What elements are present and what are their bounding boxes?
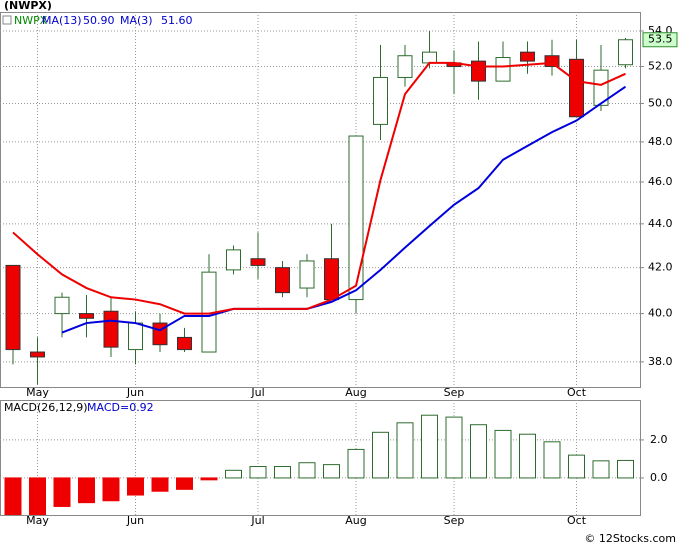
- x-tick-label: Sep: [444, 386, 465, 399]
- x-tick-label: Jul: [250, 386, 264, 399]
- y-tick-label: 0.0: [650, 471, 668, 484]
- x-tick-label: Jul: [250, 514, 264, 527]
- bar: [543, 441, 561, 479]
- y-tick-label: 2.0: [650, 433, 668, 446]
- candle-body: [79, 313, 94, 319]
- legend-name: MA(3): [120, 14, 153, 27]
- y-tick-label: 44.0: [648, 217, 673, 230]
- legend-value: 50.90: [83, 14, 115, 27]
- legend-name: MA(13): [42, 14, 82, 27]
- y-tick-label: 42.0: [648, 261, 673, 274]
- source: © 12Stocks.com: [584, 532, 676, 545]
- candle-body: [30, 351, 45, 358]
- y-tick-label: 40.0: [648, 307, 673, 320]
- candle-body: [177, 336, 192, 351]
- x-tick-label: Aug: [345, 514, 366, 527]
- price-panel: [0, 12, 641, 388]
- candle-body: [5, 264, 21, 351]
- candle-body: [275, 267, 290, 294]
- x-tick-label: Oct: [567, 514, 587, 527]
- bar: [225, 469, 242, 479]
- x-tick-label: May: [26, 514, 49, 527]
- bar: [323, 464, 340, 479]
- bar: [372, 431, 389, 479]
- chart-title: (NWPX): [4, 0, 52, 12]
- last-price: 53.5: [648, 33, 673, 46]
- x-tick-label: Jun: [126, 514, 144, 527]
- ma-line: [12, 61, 626, 315]
- x-tick-label: Oct: [567, 386, 587, 399]
- candle-body: [422, 51, 437, 64]
- panel-title: MACD(26,12,9): [4, 401, 88, 414]
- bar: [494, 429, 512, 479]
- bar: [470, 424, 487, 479]
- candle-body: [54, 296, 70, 315]
- candle-body: [544, 55, 560, 68]
- bar: [151, 477, 169, 492]
- bar: [347, 448, 365, 479]
- candle-body: [373, 76, 388, 125]
- bars: [4, 414, 634, 515]
- bar: [519, 433, 536, 479]
- x-tick-label: Jun: [126, 386, 144, 399]
- candle-body: [128, 322, 143, 351]
- bar: [102, 477, 120, 502]
- x-tick-label: Aug: [345, 386, 366, 399]
- x-tick-label: May: [26, 386, 49, 399]
- y-tick-label: 48.0: [648, 135, 673, 148]
- candle-body: [569, 58, 584, 118]
- candle-body: [618, 39, 633, 66]
- candle-body: [495, 57, 511, 82]
- bar: [200, 477, 218, 481]
- last-price-box: [642, 32, 678, 48]
- bar: [78, 477, 95, 504]
- bar: [4, 477, 22, 515]
- legend-swatch: [2, 15, 12, 25]
- y-tick-label: 50.0: [648, 96, 673, 109]
- bar: [298, 462, 316, 479]
- candle-body: [397, 55, 413, 78]
- bar: [396, 422, 414, 479]
- y-tick-label: 38.0: [648, 355, 673, 368]
- bar: [53, 477, 71, 507]
- bar: [29, 477, 46, 515]
- candle-body: [324, 258, 339, 301]
- bar: [274, 466, 291, 479]
- bar: [592, 460, 610, 479]
- candle-body: [520, 51, 535, 62]
- bar: [127, 477, 144, 496]
- candle-body: [299, 260, 315, 289]
- ma-line: [61, 85, 627, 334]
- legend-value: 51.60: [161, 14, 193, 27]
- bar: [176, 477, 193, 490]
- panel-subtitle: MACD=0.92: [87, 401, 154, 414]
- bar: [568, 454, 585, 479]
- bar: [249, 466, 267, 479]
- candles: [5, 30, 633, 385]
- bar: [617, 459, 634, 479]
- candle-body: [348, 135, 364, 301]
- macd-panel: [0, 400, 641, 516]
- bar: [445, 416, 463, 479]
- ticker: NWPX: [14, 14, 48, 27]
- bar: [421, 414, 438, 479]
- y-tick-label: 46.0: [648, 175, 673, 188]
- candle-body: [250, 258, 266, 266]
- x-tick-label: Sep: [444, 514, 465, 527]
- candle-body: [471, 60, 486, 82]
- candle-body: [103, 310, 119, 348]
- y-tick-label: 52.0: [648, 60, 673, 73]
- candle-body: [226, 249, 241, 271]
- candle-body: [593, 69, 609, 106]
